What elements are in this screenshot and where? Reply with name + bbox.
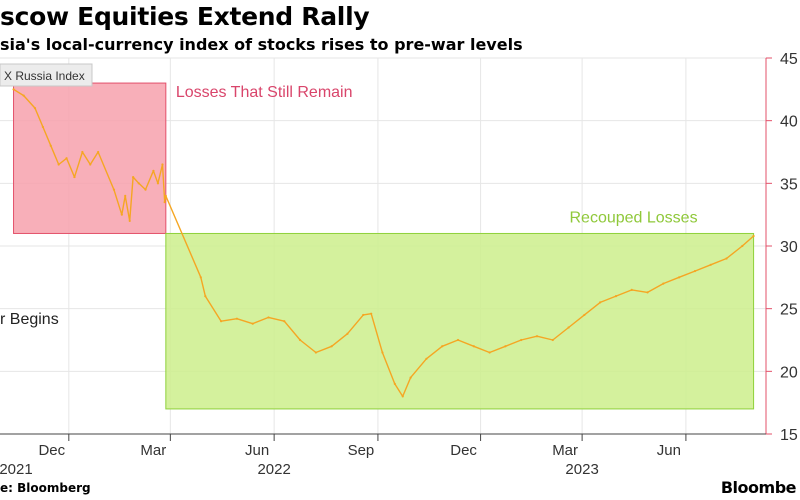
series-point <box>161 163 164 166</box>
series-point <box>401 395 404 398</box>
series-point <box>752 234 755 238</box>
series-point <box>12 88 15 91</box>
series-point <box>163 201 166 204</box>
series-point <box>204 295 207 298</box>
series-point <box>120 213 123 216</box>
series-point <box>741 244 744 248</box>
y-tick-label: 35 <box>780 176 798 193</box>
series-point <box>330 345 333 348</box>
series-point <box>662 282 665 285</box>
series-point <box>81 150 84 154</box>
series-point <box>298 338 302 342</box>
series-point <box>393 382 396 385</box>
series-point <box>456 338 460 342</box>
series-point <box>709 263 712 266</box>
series-point <box>725 257 728 260</box>
series-point <box>314 351 317 354</box>
series-point <box>199 276 202 279</box>
series-point <box>504 345 507 348</box>
series-point <box>65 157 68 160</box>
source-note: e: Bloomberg <box>0 481 91 495</box>
series-point <box>370 312 373 315</box>
losses-box <box>13 82 167 234</box>
series-point <box>441 345 444 348</box>
series-point <box>567 326 570 329</box>
series-point <box>614 295 618 298</box>
series-point <box>678 276 681 279</box>
recouped-box <box>165 232 755 410</box>
y-tick-label: 25 <box>780 302 798 319</box>
series-point <box>22 94 25 97</box>
annotation-recouped: Recouped Losses <box>569 209 697 226</box>
x-tick-label: Jun <box>245 442 269 459</box>
x-year-label: 2022 <box>257 461 290 478</box>
x-tick-label: Mar <box>552 442 578 459</box>
series-point <box>89 163 92 166</box>
series-point <box>73 175 76 179</box>
series-point <box>152 169 155 172</box>
y-tick-label: 30 <box>780 239 798 256</box>
series-point <box>137 182 140 185</box>
x-tick-label: Dec <box>450 442 477 459</box>
series-point <box>346 332 349 335</box>
series-point <box>220 320 223 323</box>
series-point <box>535 335 539 338</box>
series-point <box>488 351 491 354</box>
x-year-label: 2023 <box>565 461 598 478</box>
y-tick-label: 20 <box>780 364 798 381</box>
series-point <box>283 320 286 323</box>
bloomberg-logo: Bloombe <box>720 478 797 497</box>
series-point <box>267 316 270 319</box>
x-tick-label: Jun <box>657 442 681 459</box>
page-title: scow Equities Extend Rally <box>0 2 370 31</box>
x-year-label: 2021 <box>0 461 33 478</box>
y-tick-label: 45 <box>780 51 798 68</box>
series-point <box>132 175 135 179</box>
series-point <box>33 107 37 110</box>
series-point <box>235 317 239 320</box>
series-point <box>57 163 60 166</box>
x-tick-label: Dec <box>38 442 65 459</box>
series-point <box>144 188 147 191</box>
series-point <box>164 194 167 197</box>
series-point <box>112 188 116 191</box>
series-point <box>472 345 475 348</box>
series-line <box>13 88 755 398</box>
annotation-losses: Losses That Still Remain <box>176 84 353 101</box>
series-point <box>49 144 52 147</box>
x-tick-label: Mar <box>140 442 166 459</box>
series-point <box>409 376 412 379</box>
series-point <box>97 150 100 154</box>
series-point <box>425 357 428 360</box>
series-point <box>156 182 160 185</box>
series-point <box>381 351 384 354</box>
y-tick-label: 40 <box>780 114 798 131</box>
series-point <box>362 313 365 317</box>
series-point <box>128 219 131 223</box>
legend-box <box>0 63 93 87</box>
series-point <box>520 338 523 342</box>
series-point <box>583 313 586 317</box>
page-subtitle: sia's local-currency index of stocks ris… <box>0 35 523 54</box>
annotation-war-begins: r Begins <box>0 311 59 328</box>
series-point <box>599 301 602 304</box>
series-point <box>551 338 554 342</box>
series-point <box>251 322 254 325</box>
series-point <box>693 269 697 273</box>
series-point <box>630 288 633 291</box>
legend-label: X Russia Index <box>4 69 85 83</box>
series-point <box>124 194 127 197</box>
y-tick-label: 15 <box>780 427 798 444</box>
series-point <box>41 125 44 129</box>
x-tick-label: Sep <box>348 442 375 459</box>
series-point <box>646 291 649 294</box>
